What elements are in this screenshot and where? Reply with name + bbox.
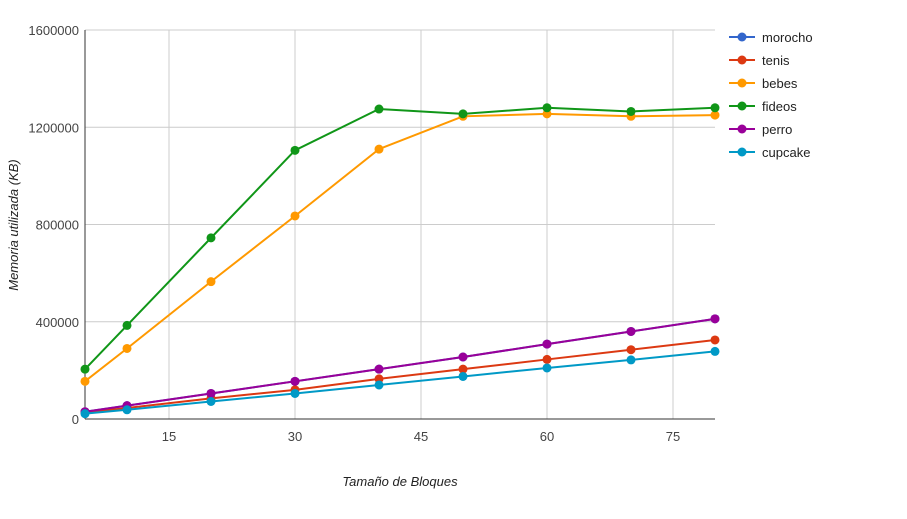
y-tick-label: 400000: [36, 315, 79, 330]
data-point-fideos: [290, 145, 300, 155]
y-axis-title: Memoria utilizada (KB): [6, 159, 21, 291]
series-group: [80, 103, 720, 419]
data-point-perro: [290, 376, 300, 386]
legend-label: fideos: [762, 99, 797, 114]
x-tick-label: 45: [414, 429, 428, 444]
data-point-tenis: [626, 345, 636, 355]
data-point-bebes: [710, 110, 720, 120]
legend-label: perro: [762, 122, 792, 137]
x-tick-label: 15: [162, 429, 176, 444]
legend-item-morocho: morocho: [729, 30, 813, 45]
data-point-perro: [374, 364, 384, 374]
data-point-fideos: [122, 320, 132, 330]
data-point-fideos: [206, 233, 216, 243]
legend-marker: [737, 147, 747, 157]
series-line-bebes: [84, 112, 716, 383]
data-point-cupcake: [710, 346, 720, 356]
series-line-perro: [84, 317, 716, 413]
legend-marker: [737, 55, 747, 65]
legend-label: cupcake: [762, 145, 810, 160]
y-tick-label: 800000: [36, 218, 79, 233]
legend-item-perro: perro: [729, 122, 792, 137]
series-line-cupcake: [84, 350, 716, 415]
x-tick-label: 30: [288, 429, 302, 444]
data-point-fideos: [710, 103, 720, 113]
y-tick-label: 1600000: [28, 23, 79, 38]
data-point-fideos: [458, 109, 468, 119]
data-point-perro: [710, 314, 720, 324]
x-tick-label: 60: [540, 429, 554, 444]
series-bebes: [80, 109, 720, 386]
data-point-fideos: [374, 104, 384, 114]
data-point-bebes: [122, 343, 132, 353]
y-tick-label: 0: [72, 412, 79, 427]
y-tick-label: 1200000: [28, 120, 79, 135]
data-point-bebes: [290, 211, 300, 221]
data-point-fideos: [626, 106, 636, 116]
legend-item-tenis: tenis: [729, 53, 790, 68]
data-point-tenis: [710, 335, 720, 345]
data-point-tenis: [458, 364, 468, 374]
legend-item-cupcake: cupcake: [729, 145, 810, 160]
legend-marker: [737, 101, 747, 111]
legend-marker: [737, 78, 747, 88]
series-perro: [80, 314, 720, 417]
data-point-bebes: [206, 277, 216, 287]
data-point-tenis: [542, 354, 552, 364]
grid: [85, 29, 715, 419]
data-point-perro: [542, 339, 552, 349]
legend: morocho tenis bebes fideos perro cupcake: [729, 30, 813, 160]
tick-labels: 0 400000 800000 1200000 1600000 15 30 45 60 75: [28, 23, 680, 444]
series-cupcake: [80, 346, 720, 419]
legend-item-fideos: fideos: [729, 99, 797, 114]
legend-label: tenis: [762, 53, 790, 68]
data-point-perro: [206, 388, 216, 398]
data-point-cupcake: [626, 355, 636, 365]
legend-label: morocho: [762, 30, 813, 45]
x-axis-title: Tamaño de Bloques: [342, 474, 458, 489]
data-point-bebes: [374, 144, 384, 154]
data-point-bebes: [80, 376, 90, 386]
data-point-perro: [626, 326, 636, 336]
data-point-fideos: [542, 103, 552, 113]
x-tick-label: 75: [666, 429, 680, 444]
data-point-cupcake: [542, 363, 552, 373]
legend-item-bebes: bebes: [729, 76, 798, 91]
series-line-tenis: [84, 338, 716, 414]
data-point-cupcake: [122, 405, 132, 415]
series-line-fideos: [84, 106, 716, 370]
legend-marker: [737, 124, 747, 134]
data-point-cupcake: [290, 388, 300, 398]
data-point-cupcake: [458, 371, 468, 381]
data-point-fideos: [80, 364, 90, 374]
legend-label: bebes: [762, 76, 798, 91]
legend-marker: [737, 32, 747, 42]
data-point-cupcake: [374, 380, 384, 390]
data-point-perro: [458, 352, 468, 362]
data-point-cupcake: [80, 409, 90, 419]
series-fideos: [80, 103, 720, 374]
data-point-cupcake: [206, 396, 216, 406]
axes: [84, 30, 715, 420]
